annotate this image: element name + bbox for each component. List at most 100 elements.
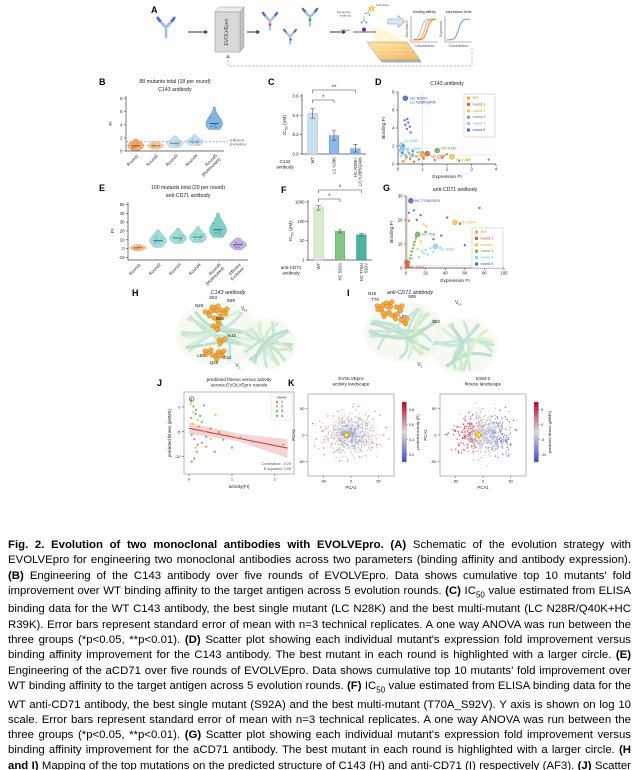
svg-text:10: 10 <box>120 237 125 242</box>
svg-text:0: 0 <box>397 167 400 172</box>
svg-text:WT: WT <box>481 230 488 234</box>
svg-text:PCA2: PCA2 <box>423 429 428 441</box>
svg-text:EfficientEvolution: EfficientEvolution <box>226 262 246 282</box>
svg-text:HC S92A: HC S92A <box>338 263 343 281</box>
svg-text:round 2: round 2 <box>473 109 486 113</box>
panel-c-bar-chart: 0.0 0.2 0.4 0.6 IC50 (nM) WT LC N28K HC R39K+LC… <box>276 85 366 186</box>
svg-text:C143 antibody: C143 antibody <box>211 290 246 296</box>
svg-text:WT: WT <box>316 263 321 270</box>
svg-text:4: 4 <box>120 122 123 127</box>
panel-k-pca-landscapes: EVOLVEpro activity landscape-50-50005050P… <box>291 376 552 490</box>
svg-text:LC N28K: LC N28K <box>332 157 337 174</box>
svg-text:0: 0 <box>541 423 543 427</box>
svg-text:EfficientEvolution: EfficientEvolution <box>230 137 246 146</box>
svg-text:-50: -50 <box>299 459 306 464</box>
svg-text:4: 4 <box>392 126 395 131</box>
svg-text:predicted fitness (pMMS): predicted fitness (pMMS) <box>548 410 552 453</box>
svg-text:8: 8 <box>392 90 395 95</box>
panel-h-label: H <box>132 288 139 298</box>
svg-text:5: 5 <box>541 408 543 412</box>
svg-text:0: 0 <box>350 479 353 484</box>
svg-text:HC T70A/S92V: HC T70A/S92V <box>359 262 369 281</box>
svg-text:50: 50 <box>300 406 305 411</box>
svg-text:Round1: Round1 <box>128 262 142 276</box>
svg-text:50: 50 <box>508 479 513 484</box>
svg-text:E89: E89 <box>227 298 235 303</box>
svg-text:-5: -5 <box>541 438 544 442</box>
svg-text:anti-CD71 antibody: anti-CD71 antibody <box>433 187 478 193</box>
svg-text:round 4: round 4 <box>481 256 494 260</box>
svg-text:VH: VH <box>241 306 247 312</box>
svg-text:0.2: 0.2 <box>409 453 414 457</box>
panel-g-scatter-plot: anti-CD71 antibody 0 20 40 60 80 100 0 10 20 30 Exp… <box>389 187 509 284</box>
svg-text:1000: 1000 <box>295 200 305 205</box>
svg-text:10: 10 <box>398 242 403 247</box>
svg-text:30: 30 <box>120 220 125 225</box>
svg-text:Round4: Round4 <box>188 262 202 276</box>
svg-text:Expression FI: Expression FI <box>432 174 461 180</box>
svg-text:8: 8 <box>120 96 123 101</box>
svg-text:0: 0 <box>482 479 485 484</box>
svg-text:-10: -10 <box>175 454 182 459</box>
figure-2: A B C D E F G H I J K EVOLVEpro Substrate… <box>99 3 552 490</box>
svg-text:40: 40 <box>120 211 125 216</box>
svg-text:Q40: Q40 <box>210 360 219 365</box>
svg-text:activity(FI): activity(FI) <box>229 484 250 489</box>
svg-text:2: 2 <box>392 144 395 149</box>
panel-c-label: C <box>268 77 275 87</box>
svg-text:0.4: 0.4 <box>293 113 300 118</box>
svg-text:VL: VL <box>235 363 240 369</box>
svg-text:HC K45R: HC K45R <box>456 158 472 162</box>
svg-text:100 mutants total (20 per roun: 100 mutants total (20 per round) <box>151 185 225 191</box>
svg-text:Round5(Multimutant): Round5(Multimutant) <box>201 262 226 287</box>
svg-text:-50: -50 <box>431 459 438 464</box>
svg-text:0: 0 <box>400 266 403 271</box>
svg-text:-10: -10 <box>118 255 125 260</box>
svg-text:Round3: Round3 <box>168 262 182 276</box>
svg-text:HC R39K+LC N28R/Q40K: HC R39K+LC N28R/Q40K <box>410 96 436 104</box>
svg-text:HC T70A/S92V: HC T70A/S92V <box>415 199 441 203</box>
svg-text:HC T58I: HC T58I <box>422 232 436 236</box>
svg-text:binding affinity: binding affinity <box>413 10 436 14</box>
svg-text:100: 100 <box>501 271 509 276</box>
panel-b-label: B <box>99 77 106 87</box>
svg-text:HC T70A: HC T70A <box>409 265 425 269</box>
svg-text:HC R39K: HC R39K <box>441 147 457 151</box>
panel-d-scatter-plot: C143 antibody 0 1 2 3 4 0 2 4 6 8 Expression FI Bind… <box>381 81 498 180</box>
svg-text:K45: K45 <box>228 333 236 338</box>
panel-a-label: A <box>151 5 158 15</box>
svg-text:1: 1 <box>231 477 234 482</box>
svg-text:Round2: Round2 <box>145 153 159 167</box>
svg-text:-50: -50 <box>321 479 328 484</box>
svg-text:2: 2 <box>120 135 123 140</box>
svg-text:HC A40V: HC A40V <box>439 247 455 251</box>
svg-text:Substrate: Substrate <box>376 3 389 7</box>
svg-text:S63: S63 <box>209 295 217 300</box>
svg-text:WT: WT <box>473 96 480 100</box>
panel-j-fitness-scatter: predicted fitness versus activity across … <box>167 377 295 489</box>
svg-text:-50: -50 <box>453 479 460 484</box>
svg-text:PCA2: PCA2 <box>291 429 296 441</box>
svg-text:VL: VL <box>417 362 422 368</box>
panel-f-bar-chart: 1 10 100 1000 IC50 (pM) WT HC S92A HC T70A/S92V… <box>281 185 372 281</box>
svg-text:3: 3 <box>281 409 283 413</box>
panel-a-schematic: EVOLVEpro Substrate Secondary antibody Antig… <box>156 3 473 67</box>
svg-text:Binding FI: Binding FI <box>381 117 387 139</box>
panel-d-label: D <box>375 77 382 87</box>
svg-text:Absorbance: Absorbance <box>405 20 409 37</box>
svg-text:N30: N30 <box>216 316 225 321</box>
svg-text:predicted fitness versus activ: predicted fitness versus activity across … <box>207 377 273 388</box>
svg-text:predicted activity (FI): predicted activity (FI) <box>416 414 420 450</box>
svg-text:FI: FI <box>108 121 114 125</box>
svg-text:Expression: Expression <box>439 21 443 37</box>
svg-text:*: * <box>339 185 342 191</box>
svg-text:Concentration: Concentration <box>449 44 469 48</box>
svg-text:round 3: round 3 <box>481 249 494 253</box>
panel-i-label: I <box>347 288 350 298</box>
svg-text:EVOLVEpro: EVOLVEpro <box>224 18 230 45</box>
svg-text:L50: L50 <box>197 353 205 358</box>
svg-text:1: 1 <box>421 167 424 172</box>
